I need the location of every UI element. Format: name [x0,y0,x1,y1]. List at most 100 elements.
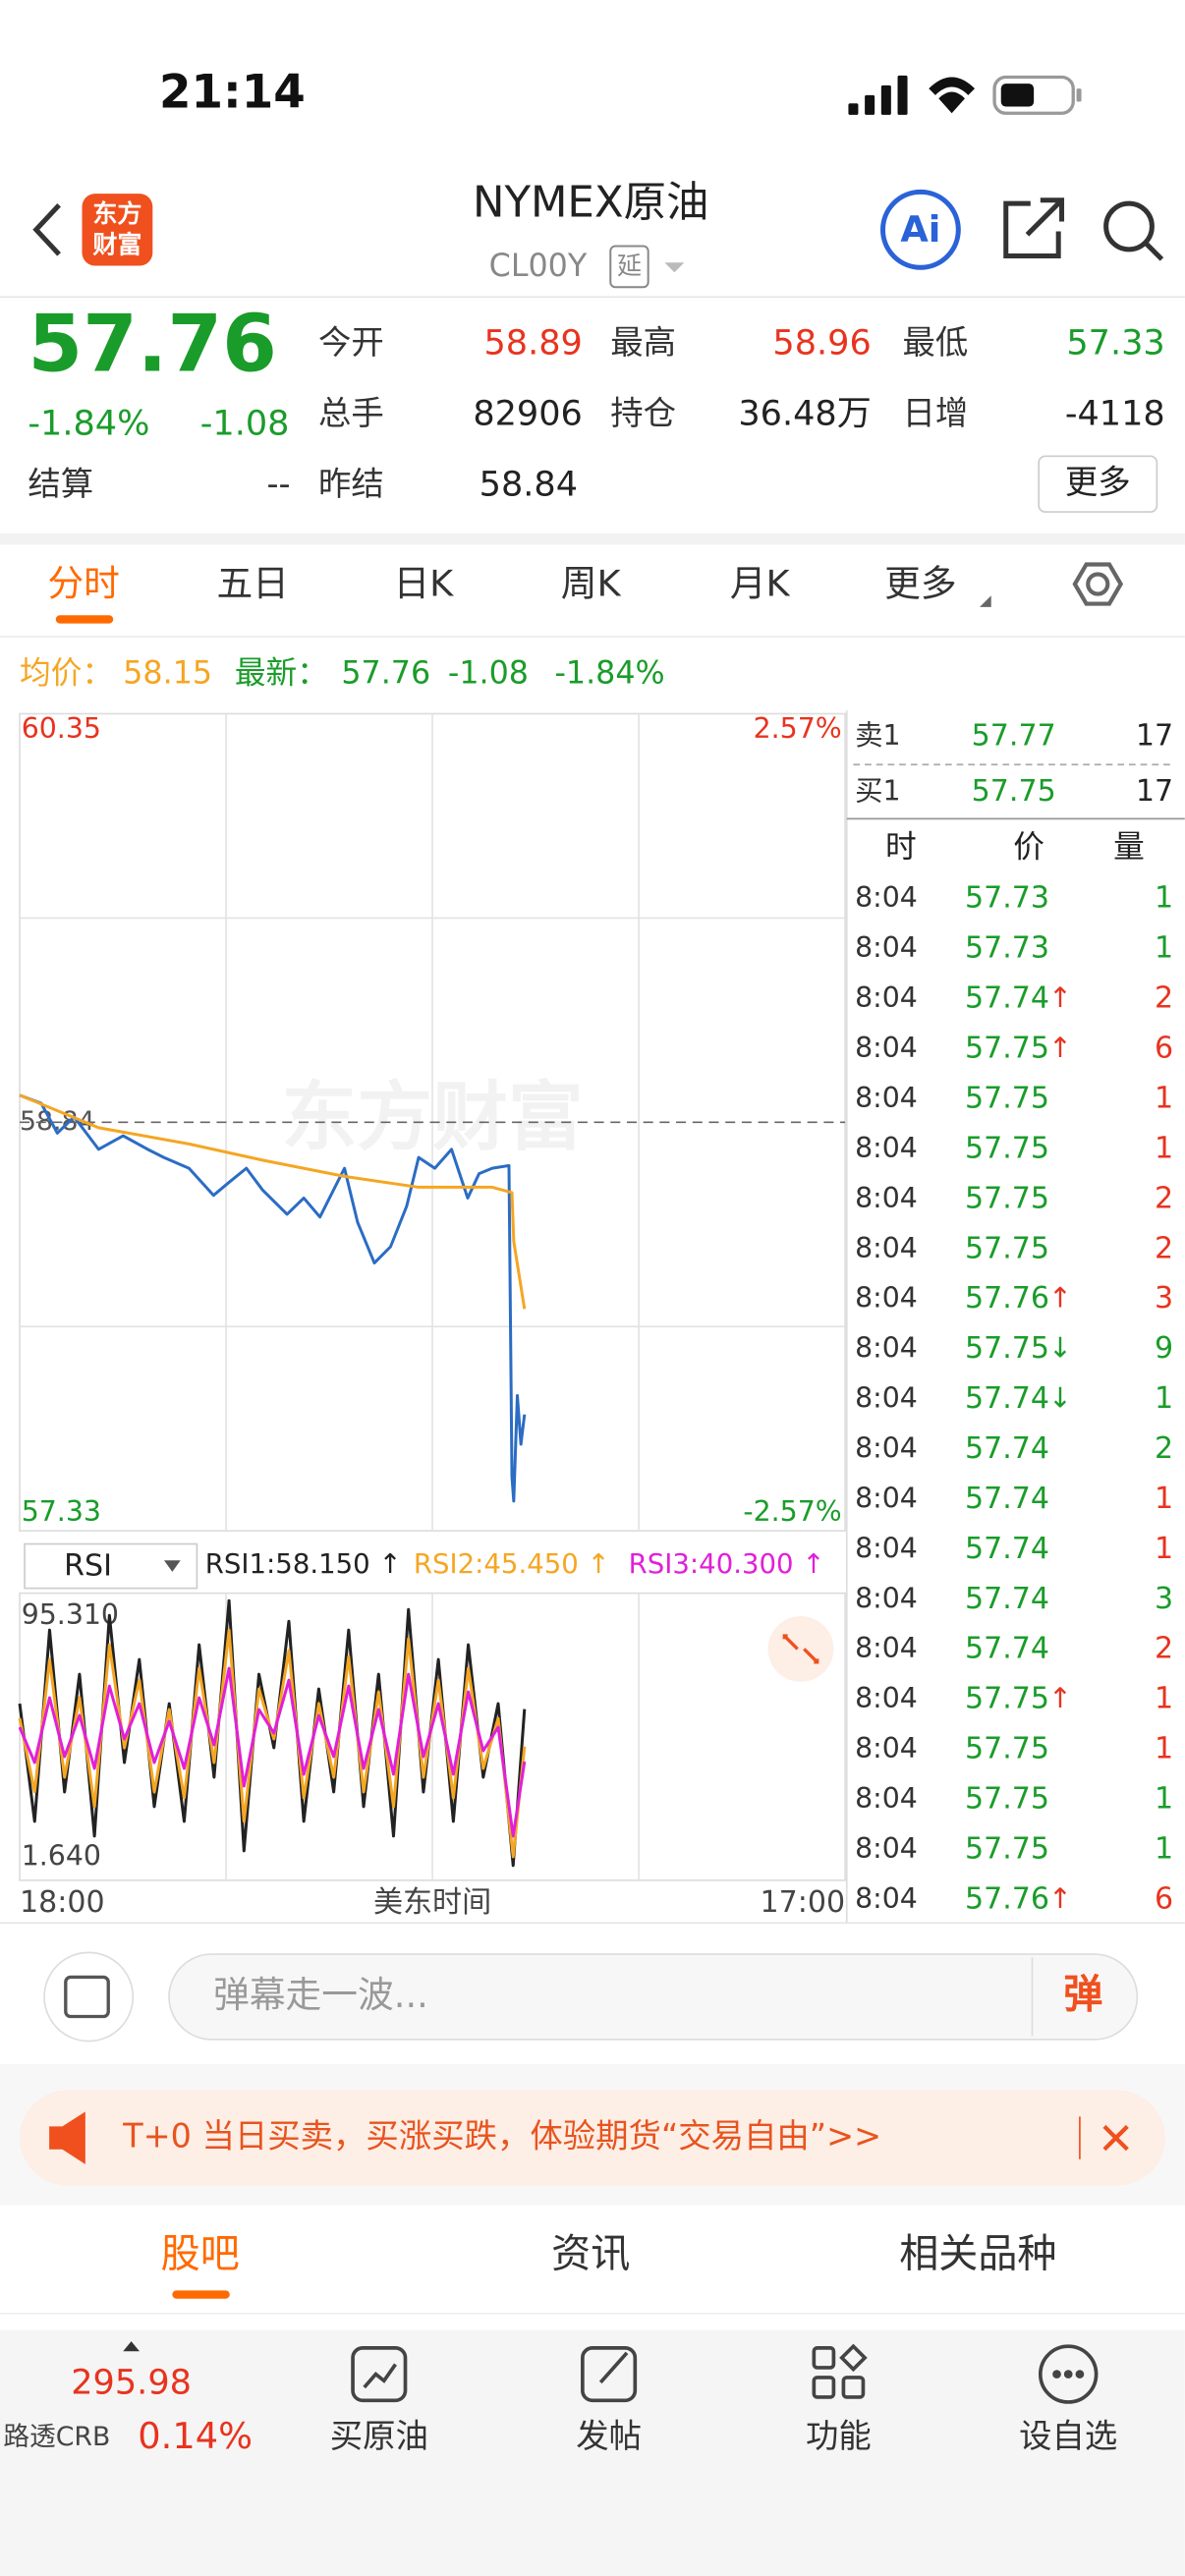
settings-button[interactable] [1072,562,1124,606]
y2-tick-label: -2.57% [743,1495,841,1528]
summary-change: -1.08 [448,655,529,691]
trade-volume: 2 [1155,1431,1173,1466]
x-axis-label: 美东时间 [373,1885,491,1920]
trade-price: 57.74 [965,1431,1049,1466]
trade-time: 8:04 [855,1632,918,1664]
trade-volume: 3 [1155,1281,1173,1316]
last-price: 57.76 [28,299,277,390]
status-icons [848,75,1082,115]
field-label: 昨结 [318,465,384,503]
trade-time: 8:04 [855,1382,918,1415]
field-label: 日增 [903,394,969,432]
trade-price: 57.74 [965,1381,1049,1416]
chart-tab[interactable]: 五日 [216,563,288,605]
x-tick-label: 17:00 [760,1885,845,1920]
trade-arrow: ↑ [1048,1882,1072,1915]
chart-tab[interactable]: 周K [561,563,622,605]
trade-volume: 2 [1155,981,1173,1016]
change-value: -1.08 [200,404,290,444]
trade-price: 57.74 [965,1532,1049,1566]
y2-tick-label: 2.57% [754,712,842,745]
nav-item[interactable]: 发帖 [576,2417,642,2455]
watermark: 东方财富 [281,1074,583,1161]
comment-settings-button[interactable] [43,1951,135,2043]
field-label: 今开 [318,323,384,362]
field-label: 总手 [318,394,384,432]
status-time: 21:14 [159,66,306,119]
trade-time: 8:04 [855,1032,918,1064]
change-percent: -1.84% [28,404,149,444]
order-level-label: 卖1 [855,719,900,752]
trade-volume: 1 [1155,931,1173,966]
active-tab-indicator [55,615,114,624]
indicator-select-text: RSI [64,1548,112,1583]
trade-arrow: ↑ [1048,981,1072,1014]
y-tick-label: 1.640 [22,1840,101,1873]
trade-time: 8:04 [855,1082,918,1114]
dropdown-arrow[interactable] [664,262,685,273]
trade-price: 57.75 [965,1181,1049,1215]
indicator-select-arrow [164,1560,181,1572]
trade-time: 8:04 [855,1132,918,1164]
instrument-code: CL00Y [489,249,588,284]
content-tab[interactable]: 股吧 [161,2231,240,2276]
trade-time: 8:04 [855,1332,918,1365]
trade-arrow: ↓ [1048,1332,1072,1365]
y-tick-label: 60.35 [22,712,101,745]
danmaku-button[interactable]: 弹 [1063,1972,1102,2017]
trade-volume: 1 [1155,1732,1173,1766]
active-tab-indicator [172,2290,230,2299]
order-level-price: 57.75 [972,774,1056,809]
trade-price: 57.75 [965,1231,1049,1265]
trade-time: 8:04 [855,1532,918,1564]
trade-time: 8:04 [855,1482,918,1514]
trade-arrow: ↑ [1048,1682,1072,1714]
nav-item[interactable]: 设自选 [1019,2417,1117,2455]
back-button[interactable] [32,203,61,256]
banner-text[interactable]: T+0 当日买卖，买涨买跌，体验期货“交易自由”>> [122,2117,881,2156]
comment-input[interactable] [168,1953,1139,2041]
ai-button[interactable] [879,189,961,270]
bottom-nav [0,2329,1185,2576]
trade-price: 57.75 [965,1331,1049,1366]
index-value: 295.98 [71,2363,192,2403]
comment-placeholder[interactable]: 弹幕走一波... [213,1974,428,2016]
trade-price: 57.74 [965,1482,1049,1516]
trade-volume: 1 [1155,1782,1173,1817]
expand-icon [782,1634,819,1664]
trade-price: 57.76 [965,1281,1049,1316]
share-button[interactable] [1003,197,1065,259]
logo-text: 东方 [92,199,141,228]
trade-price: 57.73 [965,881,1049,916]
logo [82,194,153,266]
trade-price: 57.73 [965,931,1049,966]
trade-time: 8:04 [855,1882,918,1915]
summary-latest-label: 最新： [235,655,328,691]
chart-tab[interactable]: 月K [730,563,791,605]
chart-tab[interactable]: 日K [393,563,454,605]
trade-volume: 6 [1155,1881,1173,1916]
nav-item[interactable]: 买原油 [330,2417,428,2455]
promo-banner[interactable] [20,2090,1165,2186]
expand-button[interactable] [767,1616,834,1682]
content-tab[interactable]: 资讯 [551,2231,630,2276]
chart-tab[interactable]: 分时 [47,563,119,605]
banner-close[interactable] [1102,2124,1129,2152]
separator-band [0,532,1185,545]
series-line [19,1093,527,1310]
y-tick-label: 57.33 [22,1495,101,1528]
content-tab[interactable]: 相关品种 [899,2231,1056,2276]
order-level-volume: 17 [1136,774,1173,809]
search-button[interactable] [1103,200,1164,261]
trade-header: 价 [1013,829,1044,865]
trade-time: 8:04 [855,881,918,914]
index-arrow [123,2341,140,2352]
chart-tab[interactable]: 更多 [884,563,956,605]
more-button[interactable] [1038,455,1158,513]
trade-volume: 1 [1155,1831,1173,1866]
trade-price: 57.75 [965,1131,1049,1165]
ai-button-text: Ai [900,208,940,251]
nav-item[interactable]: 功能 [806,2417,872,2455]
